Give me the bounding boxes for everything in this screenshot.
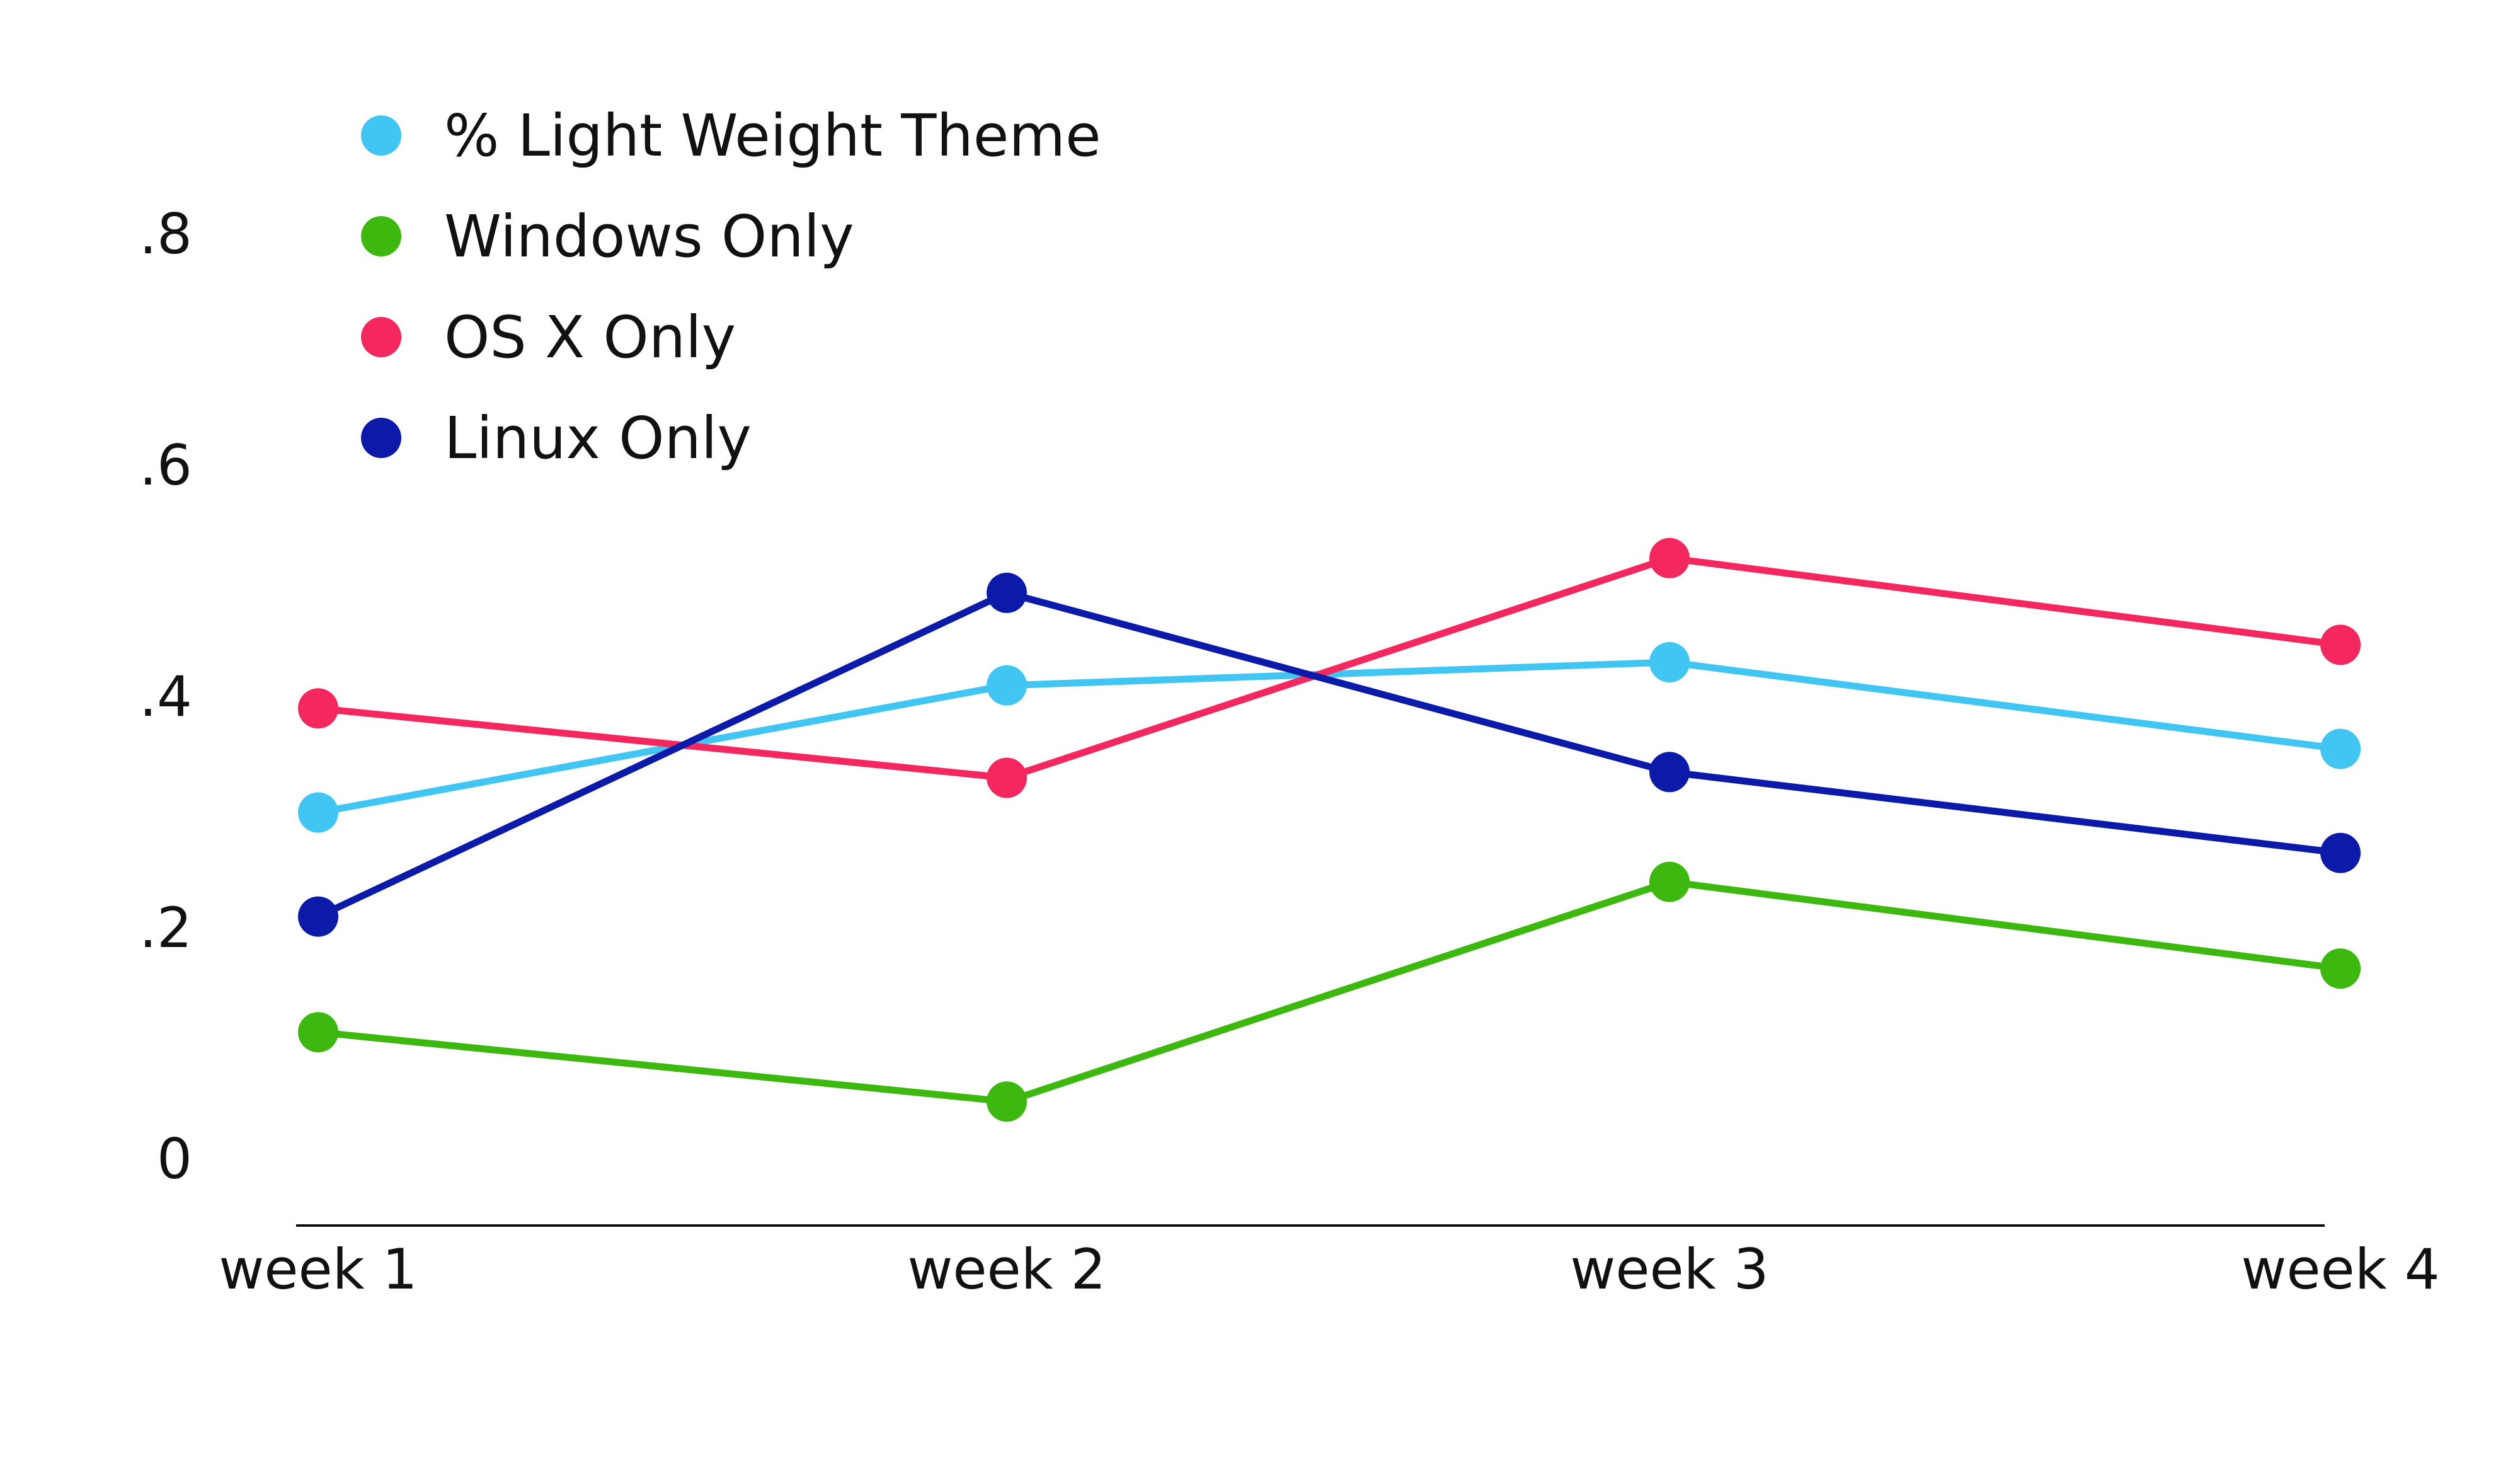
data-point <box>987 572 1027 613</box>
legend-label: Windows Only <box>444 203 854 270</box>
data-point <box>1649 642 1690 682</box>
data-point <box>2320 948 2361 989</box>
x-tick-label: week 2 <box>907 1237 1106 1302</box>
legend-label: Linux Only <box>444 405 752 472</box>
series-lines <box>314 554 2344 1105</box>
data-point <box>1649 861 1690 902</box>
data-point <box>298 1012 338 1053</box>
data-point <box>298 688 338 729</box>
legend-marker <box>361 418 401 458</box>
data-point <box>1649 537 1690 578</box>
series-line <box>314 554 2344 781</box>
x-tick-label: week 4 <box>2241 1237 2439 1302</box>
data-point <box>2320 624 2361 665</box>
data-point <box>987 1081 1027 1122</box>
y-tick-label: .2 <box>139 895 192 960</box>
y-tick-label: .6 <box>139 433 192 498</box>
legend-label: % Light Weight Theme <box>444 102 1101 169</box>
data-point <box>987 757 1027 798</box>
legend: % Light Weight Theme Windows Only OS X Onl… <box>361 102 1101 472</box>
x-tick-label: week 3 <box>1570 1237 1768 1302</box>
data-point <box>1649 752 1690 793</box>
legend-marker <box>361 317 401 357</box>
data-point <box>2320 832 2361 873</box>
data-point <box>987 665 1027 706</box>
data-point <box>2320 728 2361 769</box>
series-line <box>314 589 2344 921</box>
x-tick-label: week 1 <box>219 1237 417 1302</box>
series-line <box>314 658 2344 816</box>
series-line <box>314 878 2344 1105</box>
y-tick-label: .8 <box>139 202 192 267</box>
y-tick-label: 0 <box>157 1127 192 1192</box>
data-point <box>298 896 338 937</box>
data-point <box>298 792 338 833</box>
axis-layer: 0 .2 .4 .6 .8 week 1 week 2 week 3 week 4 <box>139 202 2440 1302</box>
legend-marker <box>361 115 401 156</box>
series-points <box>298 537 2361 1122</box>
legend-label: OS X Only <box>444 304 736 371</box>
legend-marker <box>361 216 401 256</box>
y-tick-label: .4 <box>139 664 192 729</box>
